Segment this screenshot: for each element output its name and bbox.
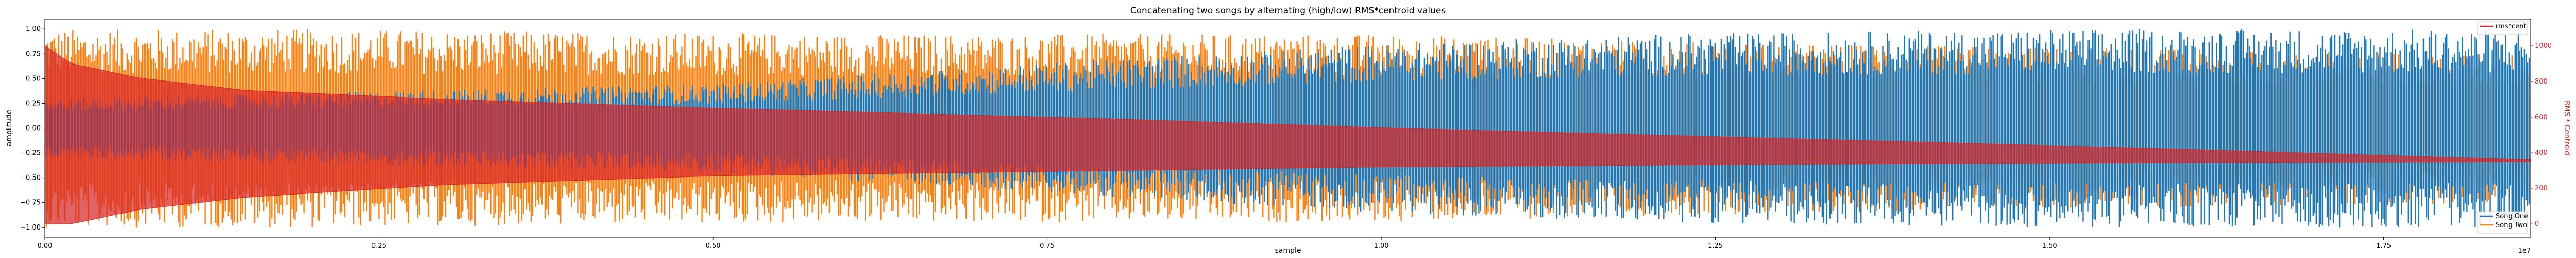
chart-title: Concatenating two songs by alternating (… bbox=[1130, 6, 1446, 16]
x-tick-label: 1.50 bbox=[2042, 242, 2057, 250]
x-axis-title: sample bbox=[1275, 247, 1301, 255]
y-right-tick-label: 600 bbox=[2535, 114, 2548, 121]
x-axis-multiplier: 1e7 bbox=[2518, 247, 2531, 255]
y-tick-label: 0.50 bbox=[26, 75, 41, 83]
legend-top: rms*cent bbox=[2477, 21, 2528, 35]
y-axis-left: −1.00 −0.75 −0.50 −0.25 0.00 0.25 0.50 0.75 1.00 bbox=[20, 25, 45, 232]
y-right-tick-label: 1000 bbox=[2535, 42, 2552, 50]
legend-entry: Song Two bbox=[2496, 221, 2527, 229]
y-axis-title-left: amplitude bbox=[5, 110, 13, 147]
y-right-tick-label: 400 bbox=[2535, 149, 2548, 157]
x-tick-label: 0.25 bbox=[371, 242, 386, 250]
y-tick-label: −0.75 bbox=[20, 199, 41, 207]
y-tick-label: −1.00 bbox=[20, 224, 41, 232]
y-right-tick-label: 800 bbox=[2535, 78, 2548, 86]
y-tick-label: 1.00 bbox=[26, 25, 41, 33]
y-axis-right: 0 200 400 600 800 1000 bbox=[2531, 42, 2552, 228]
y-right-tick-label: 200 bbox=[2535, 185, 2548, 192]
legend-box bbox=[2477, 211, 2528, 234]
x-axis: 0.00 0.25 0.50 0.75 1.00 1.25 1.50 1.75 bbox=[38, 237, 2391, 250]
x-tick-label: 1.25 bbox=[1708, 242, 1723, 250]
x-tick-label: 1.75 bbox=[2376, 242, 2391, 250]
x-tick-label: 0.75 bbox=[1040, 242, 1055, 250]
legend-entry: Song One bbox=[2496, 213, 2528, 220]
legend-box bbox=[2477, 21, 2528, 35]
legend-entry: rms*cent bbox=[2496, 23, 2527, 30]
x-tick-label: 0.00 bbox=[38, 242, 53, 250]
y-right-tick-label: 0 bbox=[2535, 220, 2539, 228]
y-tick-label: 0.00 bbox=[26, 125, 41, 133]
y-tick-label: 0.25 bbox=[26, 100, 41, 107]
y-tick-label: −0.50 bbox=[20, 174, 41, 182]
y-tick-label: −0.25 bbox=[20, 150, 41, 157]
x-tick-label: 0.50 bbox=[706, 242, 721, 250]
y-axis-title-right: RMS * Centroid bbox=[2563, 101, 2571, 155]
x-tick-label: 1.00 bbox=[1374, 242, 1389, 250]
y-tick-label: 0.75 bbox=[26, 50, 41, 58]
series-rms-cent bbox=[45, 45, 2531, 224]
